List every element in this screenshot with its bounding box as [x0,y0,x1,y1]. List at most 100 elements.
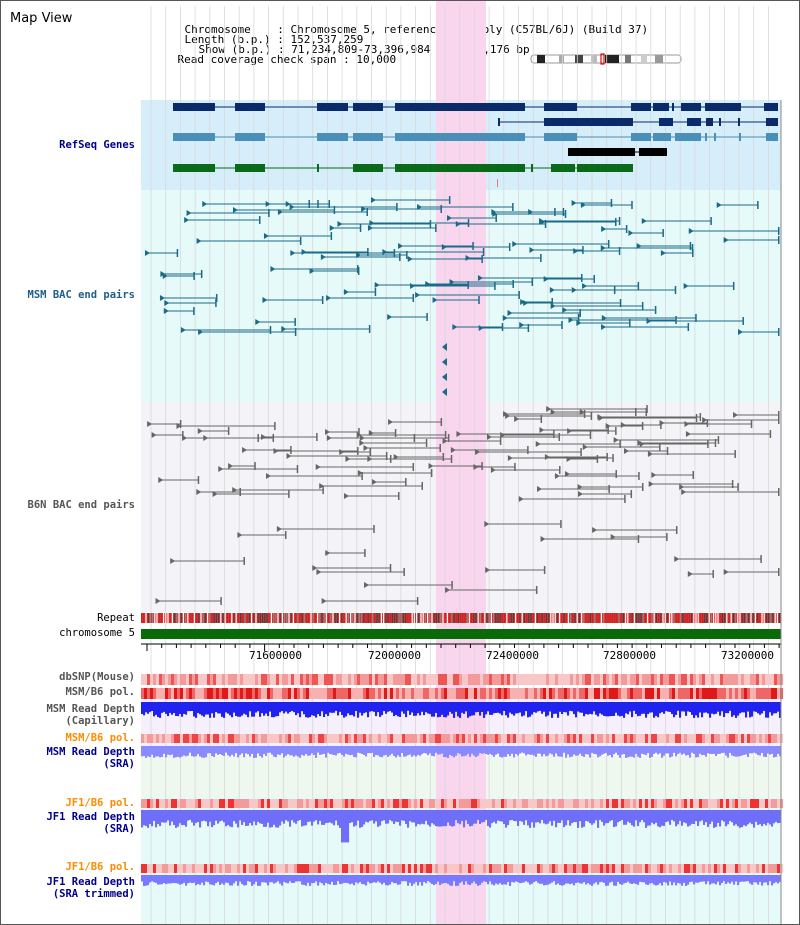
polymorphism-cell [195,734,199,743]
polymorphism-cell [405,864,409,873]
read-depth-bar [267,875,270,886]
polymorphism-cell [441,674,445,685]
read-depth-bar [345,810,348,843]
polymorphism-cell [288,799,292,808]
chromosome-ideogram[interactable] [529,53,685,65]
track-label-refseq[interactable]: RefSeq Genes [59,139,135,151]
read-depth-bar [211,810,214,828]
polymorphism-cell [219,734,223,743]
repeat-segment [649,613,651,623]
track-label-msm-bac[interactable]: MSM BAC end pairs [27,289,135,301]
polymorphism-cell [735,734,739,743]
polymorphism-cell [372,688,376,699]
track-label-jf1-b6-pol[interactable]: JF1/B6 pol. [65,797,135,809]
read-depth-bar [251,702,254,717]
track-label-msm-depth-cap[interactable]: MSM Read Depth [46,703,135,715]
gene-exon [544,133,577,141]
repeat-segment [556,613,558,623]
polymorphism-cell [294,864,298,873]
b6n-bac-pair-end [592,527,598,533]
polymorphism-cell [309,799,313,808]
polymorphism-cell [477,799,481,808]
read-depth-bar [769,810,772,825]
read-depth-bar [581,810,584,828]
repeat-segment [636,613,638,623]
read-depth-bar [225,746,228,753]
repeat-segment [739,613,741,623]
read-depth-bar [145,702,148,713]
polymorphism-cell [573,688,577,699]
read-depth-bar [533,810,536,828]
polymorphism-cell [576,799,580,808]
read-depth-bar [215,810,218,821]
polymorphism-cell [495,688,499,699]
read-depth-bar [227,702,230,714]
polymorphism-cell [714,734,718,743]
read-depth-bar [375,875,378,883]
read-depth-bar [777,746,780,754]
polymorphism-cell [213,734,217,743]
read-depth-bar [231,746,234,755]
repeat-segment [537,613,539,623]
read-depth-bar [241,810,244,825]
msm-bac-end [442,343,447,351]
msm-bac-pair-end [159,295,165,301]
repeat-segment [154,613,156,623]
polymorphism-cell [222,864,226,873]
polymorphism-cell [318,799,322,808]
b6n-bac-pair-end [613,437,619,443]
polymorphism-cell [561,799,565,808]
b6n-bac-pair-end [607,426,609,434]
repeat-segment [319,613,321,623]
read-depth-bar [753,810,756,828]
polymorphism-cell [213,674,217,685]
polymorphism-cell [450,864,454,873]
track-label-dbsnp[interactable]: dbSNP(Mouse) [59,671,135,683]
track-label-msm-depth-sra[interactable]: MSM Read Depth [46,746,135,758]
track-label-msm-b6-pol[interactable]: MSM/B6 pol. [65,686,135,698]
read-depth-bar [291,746,294,756]
polymorphism-cell [384,734,388,743]
read-depth-bar [183,746,186,756]
read-depth-bar [417,702,420,714]
read-depth-bar [509,810,512,821]
polymorphism-cell [564,688,568,699]
b6n-bac-pair-end [170,558,176,564]
msm-bac-pair-end [716,202,722,208]
repeat-segment [726,613,728,623]
read-depth-bar [245,810,248,827]
read-depth-bar [459,746,462,755]
b6n-bac-pair-end [388,419,394,425]
polymorphism-cell [363,674,367,685]
read-depth-bar [335,746,338,756]
polymorphism-cell [345,688,349,699]
b6n-bac-pair-end [645,408,648,416]
repeat-segment [471,613,473,623]
read-depth-bar [533,746,536,756]
polymorphism-cell [468,799,472,808]
repeat-segment [198,613,200,623]
repeat-segment [253,613,255,623]
polymorphism-cell [423,864,427,873]
read-depth-bar [481,875,484,883]
read-depth-bar [191,702,194,711]
read-depth-bar [493,810,496,822]
track-label-jf1-b6-pol-2[interactable]: JF1/B6 pol. [65,861,135,873]
read-depth-bar [381,746,384,758]
track-label-msm-b6-pol-2[interactable]: MSM/B6 pol. [65,732,135,744]
polymorphism-cell [279,674,283,685]
polymorphism-cell [579,864,583,873]
read-depth-bar [329,746,332,755]
track-label-jf1-depth-trim[interactable]: JF1 Read Depth [46,876,135,888]
track-label-jf1-depth-sra[interactable]: JF1 Read Depth [46,811,135,823]
track-label-b6n-bac[interactable]: B6N BAC end pairs [27,499,135,511]
msm-bac-pair-end [629,319,631,327]
read-depth-bar [141,702,144,715]
gene-exon [681,103,701,111]
read-depth-bar [709,875,712,885]
read-depth-bar [509,746,512,757]
read-depth-bar [441,875,444,884]
polymorphism-cell [630,674,634,685]
read-depth-bar [545,875,548,885]
